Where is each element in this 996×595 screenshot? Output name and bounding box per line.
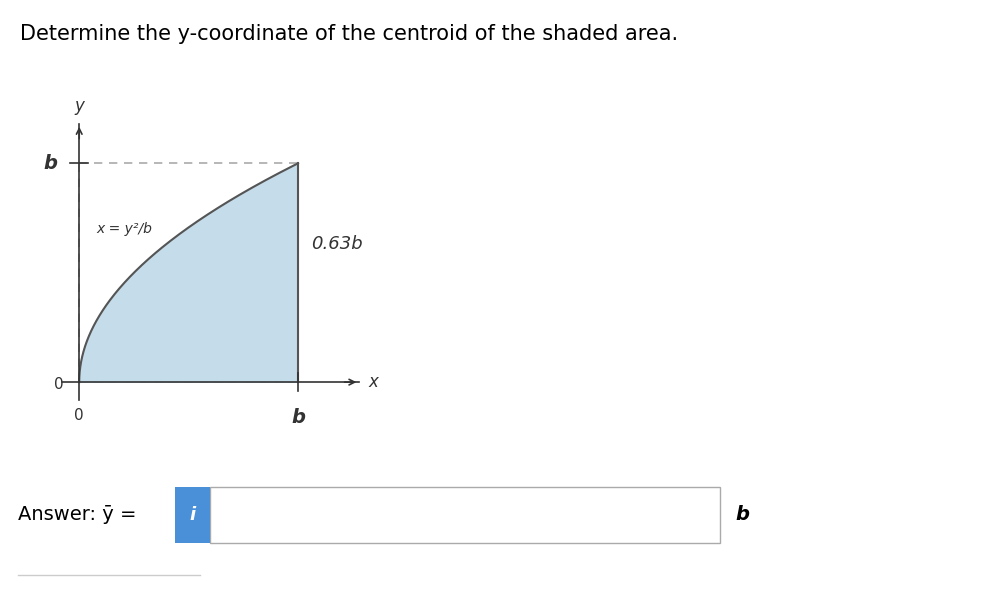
Text: Determine the y-coordinate of the centroid of the shaded area.: Determine the y-coordinate of the centro… <box>20 24 678 44</box>
Text: b: b <box>735 505 749 524</box>
Text: x: x <box>368 373 377 391</box>
Text: 0: 0 <box>54 377 64 392</box>
Text: b: b <box>44 154 58 173</box>
Text: x = y²/b: x = y²/b <box>97 222 152 236</box>
Text: 0: 0 <box>75 408 84 424</box>
Text: b: b <box>291 408 305 427</box>
Text: Answer: ȳ =: Answer: ȳ = <box>18 505 136 524</box>
Text: i: i <box>189 506 195 524</box>
Bar <box>175 487 210 543</box>
Text: 0.63b: 0.63b <box>311 235 363 253</box>
Text: y: y <box>75 97 84 115</box>
Polygon shape <box>80 164 298 382</box>
Bar <box>210 487 720 543</box>
